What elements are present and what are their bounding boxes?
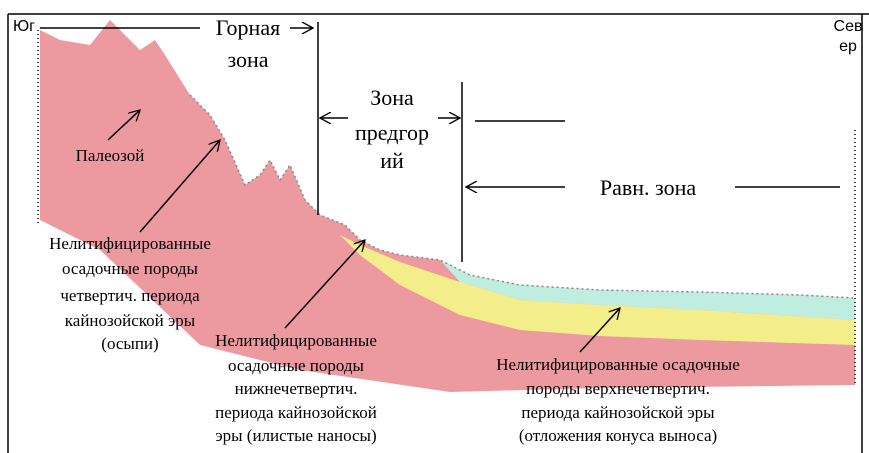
direction-south: Юг bbox=[13, 18, 35, 35]
layer-label: четвертич. периода bbox=[60, 286, 200, 305]
layer-label: осадочные породы bbox=[228, 356, 365, 375]
zone-label: Зона bbox=[370, 85, 414, 110]
geological-section: Юг Сев ер Горная зона Зона предгор ий Равн. зон… bbox=[0, 0, 869, 453]
layer-label: Нелитифицированные bbox=[215, 331, 377, 350]
layer-label: (отложения конуса выноса) bbox=[519, 426, 717, 445]
zone-label: Равн. зона bbox=[600, 175, 696, 200]
zone-label: зона bbox=[227, 47, 268, 72]
layer-label: эры (илистые наносы) bbox=[215, 426, 376, 445]
layer-label: Нелитифицированные осадочные bbox=[496, 355, 740, 374]
zone-label: ий bbox=[380, 148, 404, 173]
layer-label: нижнечетвертич. bbox=[235, 379, 358, 398]
layer-label: Нелитифицированные bbox=[49, 234, 211, 253]
layer-label: (осыпи) bbox=[101, 334, 158, 353]
section bbox=[38, 20, 855, 392]
layer-label: Палеозой bbox=[76, 146, 145, 165]
layer-label: кайнозойской эры bbox=[65, 311, 196, 330]
layer-label: осадочные породы bbox=[62, 259, 199, 278]
layer-label: периода кайнозойской bbox=[215, 403, 377, 422]
layer-label: породы верхнечетвертич. bbox=[526, 379, 710, 398]
direction-north: ер bbox=[839, 38, 857, 55]
zone-label: предгор bbox=[355, 120, 429, 145]
layer-label: периода кайнозойской эры bbox=[521, 403, 715, 422]
zone-label: Горная bbox=[216, 15, 280, 40]
direction-north: Сев bbox=[834, 18, 863, 35]
